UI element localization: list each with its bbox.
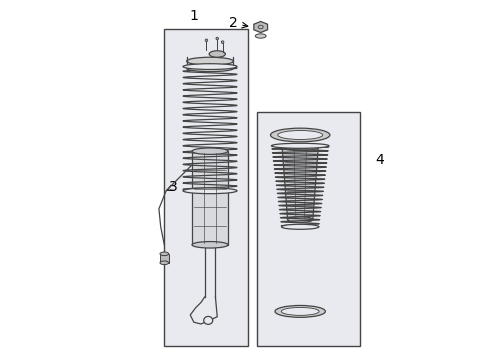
- Text: 2: 2: [228, 17, 247, 30]
- Ellipse shape: [205, 39, 207, 42]
- Ellipse shape: [209, 51, 225, 57]
- Ellipse shape: [192, 242, 227, 248]
- Ellipse shape: [203, 316, 212, 324]
- Ellipse shape: [270, 128, 329, 142]
- Ellipse shape: [277, 131, 322, 140]
- Ellipse shape: [255, 34, 265, 38]
- Ellipse shape: [258, 25, 263, 29]
- Ellipse shape: [281, 307, 319, 315]
- Ellipse shape: [274, 305, 325, 318]
- Text: 4: 4: [374, 153, 383, 167]
- Bar: [257, 112, 359, 346]
- Ellipse shape: [281, 224, 318, 229]
- Polygon shape: [282, 148, 318, 220]
- Text: 3: 3: [166, 180, 178, 194]
- Bar: [192, 151, 227, 245]
- Text: 1: 1: [189, 9, 198, 23]
- Polygon shape: [253, 22, 267, 32]
- Ellipse shape: [216, 37, 218, 40]
- Ellipse shape: [282, 145, 318, 150]
- Ellipse shape: [186, 57, 233, 65]
- Ellipse shape: [160, 252, 168, 256]
- Ellipse shape: [221, 41, 224, 44]
- Ellipse shape: [287, 217, 312, 222]
- Ellipse shape: [271, 143, 328, 148]
- Bar: [160, 254, 168, 263]
- Ellipse shape: [192, 148, 227, 154]
- Ellipse shape: [183, 188, 237, 194]
- Ellipse shape: [183, 64, 237, 69]
- Ellipse shape: [186, 65, 233, 72]
- Ellipse shape: [160, 261, 168, 265]
- Bar: [163, 29, 247, 346]
